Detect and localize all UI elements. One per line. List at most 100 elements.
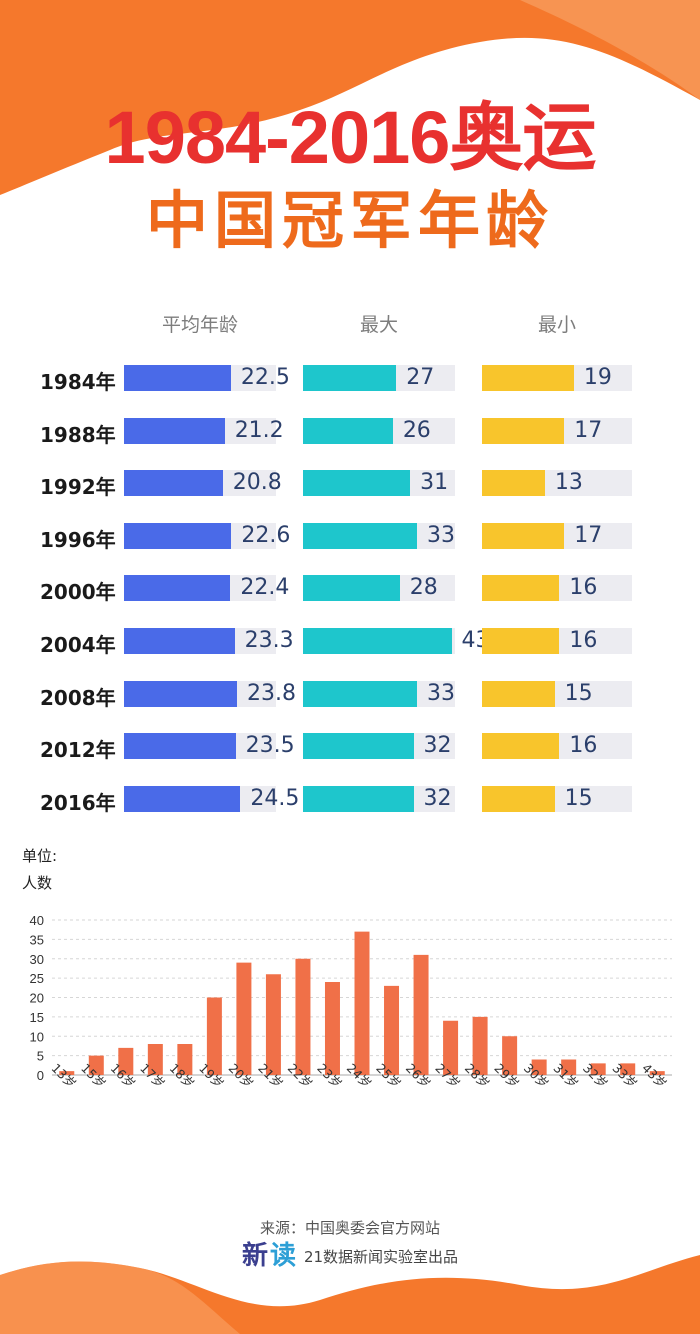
bar-track-min: 19 [482,365,632,391]
bar-track-max: 43 [303,628,490,654]
y-tick-label: 10 [30,1029,44,1044]
dist-bar [354,931,370,1075]
bar-fill-max [303,417,393,444]
row-year-label: 2004年 [40,633,116,657]
y-tick-label: 15 [30,1010,44,1025]
dist-bar [620,1063,636,1075]
bar-track-min: 15 [482,785,632,812]
bar-value-max: 32 [423,785,452,811]
dist-bar [118,1047,134,1075]
dist-bar [561,1059,577,1075]
y-tick-label: 5 [37,1049,44,1064]
bar-value-max: 27 [406,365,435,390]
dist-bar [413,954,429,1075]
x-tick-label: 30岁 [521,1060,552,1091]
x-tick-label: 15岁 [78,1060,109,1091]
bar-fill-max [303,365,397,391]
bar-value-avg: 22.6 [241,522,291,548]
bar-track-max: 26 [303,417,455,444]
bar-fill-min [482,785,555,812]
dist-bar [649,1071,665,1075]
bar-track-max: 33 [303,680,455,707]
bar-value-max: 28 [409,575,438,601]
row-year-label: 1992年 [40,475,116,500]
bar-track-min: 16 [482,575,632,602]
bar-value-avg: 23.5 [245,733,295,759]
y-tick-label: 40 [30,913,44,928]
bar-value-min: 13 [554,470,583,496]
bar-value-avg: 23.8 [247,680,297,706]
x-tick-label: 19岁 [196,1060,227,1091]
x-tick-label: 13岁 [49,1060,80,1091]
bar-track-avg: 23.5 [124,733,295,760]
y-tick-label: 20 [30,991,44,1006]
dist-bar [265,974,281,1075]
row-year-label: 1988年 [40,422,116,447]
bar-track-avg: 22.6 [124,522,290,549]
bar-value-avg: 24.5 [250,785,300,811]
bar-fill-avg [124,628,235,654]
bar-value-min: 16 [569,628,598,653]
bar-fill-avg [124,365,231,391]
bar-value-min: 16 [569,575,598,601]
dist-bar [177,1044,193,1075]
logo-char-xin: 新 [241,1241,268,1271]
bar-value-max: 33 [427,522,455,548]
column-header-avg: 平均年龄 [161,314,238,336]
x-tick-label: 31岁 [550,1060,581,1091]
bar-track-max: 31 [303,470,455,497]
x-tick-label: 28岁 [462,1060,493,1091]
unit-label-line1: 单位: [22,847,58,865]
brand-line: 新 读 21数据新闻实验室出品 [0,1238,700,1274]
x-tick-label: 25岁 [373,1060,404,1091]
bar-fill-max [303,470,411,497]
bar-track-max: 27 [303,365,455,391]
bar-value-avg: 22.5 [240,365,290,390]
row-year-label: 2000年 [40,580,116,605]
bar-fill-min [482,417,565,444]
bar-fill-max [303,628,452,654]
x-tick-label: 22岁 [285,1060,316,1091]
logo-char-du: 读 [269,1241,296,1271]
bar-value-min: 17 [574,522,603,548]
dist-bar [384,985,400,1075]
x-tick-label: 16岁 [108,1060,139,1091]
dist-bar [295,958,311,1075]
bar-value-min: 15 [564,785,593,811]
dist-bar [88,1055,104,1075]
top-wave [0,0,700,195]
bar-fill-avg [124,417,225,444]
bar-fill-min [482,628,560,654]
bar-track-min: 17 [482,417,632,444]
bar-fill-min [482,470,545,497]
bar-value-avg: 21.2 [234,417,284,443]
bar-track-min: 13 [482,470,632,497]
x-tick-label: 26岁 [403,1060,434,1091]
bar-fill-avg [124,680,238,707]
bar-fill-avg [124,522,232,549]
bar-fill-avg [124,470,223,497]
brand-text: 21数据新闻实验室出品 [303,1247,459,1266]
column-header-max: 最大 [359,314,398,336]
row-year-label: 2008年 [40,685,116,710]
bar-track-max: 32 [303,733,455,760]
bar-track-max: 33 [303,522,455,549]
bar-fill-max [303,522,417,549]
bar-track-avg: 22.5 [124,365,290,391]
bar-value-avg: 22.4 [240,575,290,601]
bar-fill-max [303,733,414,760]
bar-track-min: 16 [482,628,632,654]
dist-bar [531,1059,547,1075]
bar-track-avg: 24.5 [124,785,299,812]
unit-label-line2: 人数 [22,874,53,892]
row-year-label: 2016年 [40,790,116,815]
x-tick-label: 17岁 [137,1060,168,1091]
dist-bar [502,1036,518,1075]
bar-fill-min [482,365,574,391]
bar-fill-max [303,785,414,812]
page-title: 1984-2016奥运 [104,96,597,179]
bottom-left-accent [0,1261,240,1334]
